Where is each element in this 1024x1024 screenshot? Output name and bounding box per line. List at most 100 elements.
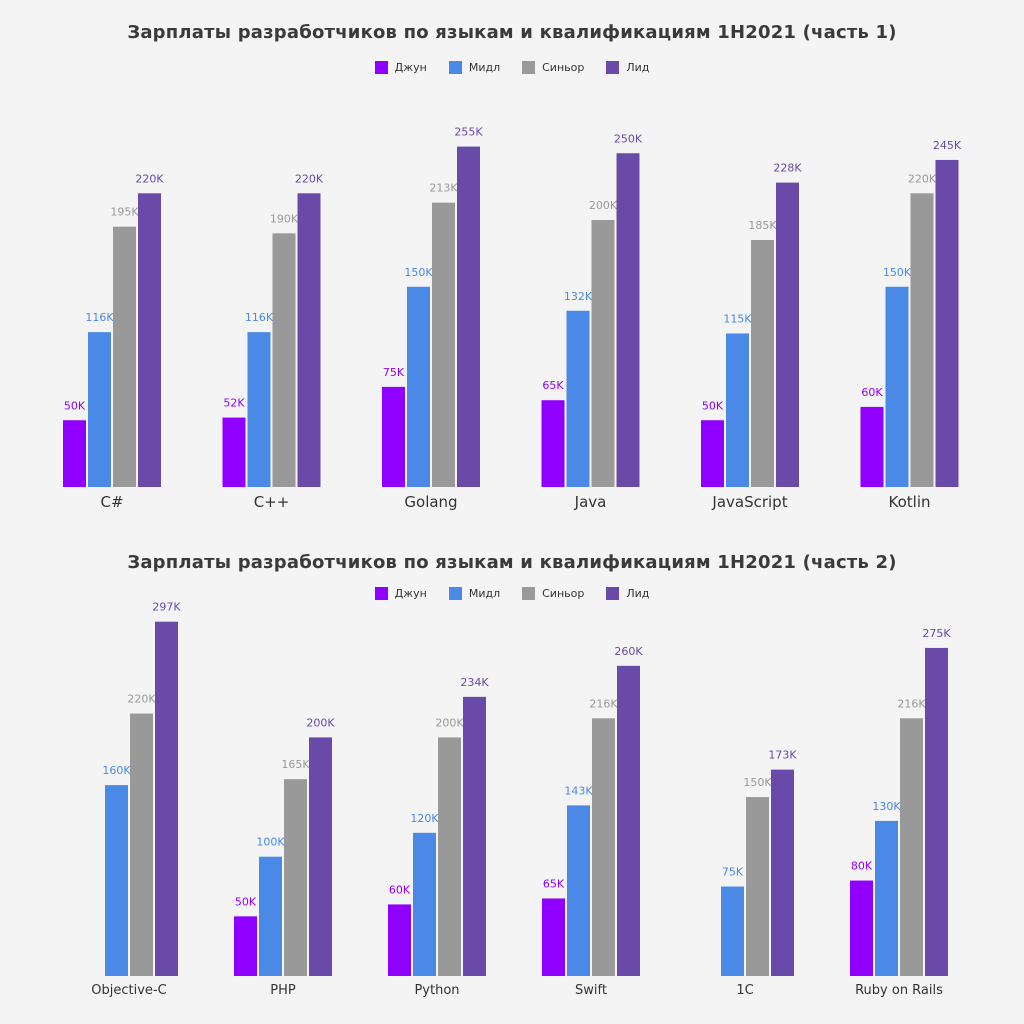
bar-middle[interactable]	[875, 820, 898, 976]
legend-swatch-middle	[448, 60, 462, 74]
data-label-senior: 200K	[589, 199, 618, 212]
category-label: Python	[414, 983, 459, 998]
bar-lead[interactable]	[616, 153, 640, 487]
legend-item-junior[interactable]: Джун	[374, 586, 427, 600]
legend-label-middle: Мидл	[468, 586, 501, 600]
legend-item-lead[interactable]: Лид	[606, 586, 650, 600]
bar-senior[interactable]	[113, 226, 136, 488]
data-label-junior: 50K	[235, 895, 257, 908]
data-label-senior: 195K	[110, 206, 139, 219]
bar-senior[interactable]	[272, 233, 296, 487]
bar-chart-part-2: 160K 220K 297K Objective-C 50K 100K 165K 200K PH…	[91, 601, 951, 998]
category-label: Objective-C	[91, 983, 166, 998]
legend-item-junior[interactable]: Джун	[374, 60, 427, 74]
legend-label-lead: Лид	[626, 586, 650, 600]
data-label-lead: 250K	[614, 132, 643, 145]
bar-junior[interactable]	[382, 386, 405, 487]
bar-middle[interactable]	[413, 832, 436, 976]
bar-senior[interactable]	[438, 737, 461, 976]
category-label: 1C	[736, 983, 753, 998]
legend-label-lead: Лид	[626, 60, 650, 74]
bar-middle[interactable]	[566, 310, 590, 487]
bar-lead[interactable]	[925, 647, 948, 976]
data-label-senior: 165K	[281, 758, 310, 771]
bar-senior[interactable]	[910, 193, 934, 488]
bar-lead[interactable]	[935, 159, 959, 488]
category-label: C++	[254, 493, 290, 511]
legend-item-senior[interactable]: Синьор	[522, 586, 584, 600]
bar-junior[interactable]	[222, 417, 246, 487]
data-label-senior: 220K	[127, 693, 156, 706]
bar-chart-part-1: 50K 116K 195K 220K C# 52K 116K 190K 220K C++ 75K 15…	[63, 126, 962, 511]
bar-senior[interactable]	[592, 718, 615, 976]
bar-junior[interactable]	[63, 420, 86, 487]
bar-senior[interactable]	[900, 718, 923, 976]
bar-senior[interactable]	[284, 779, 307, 976]
data-label-middle: 116K	[245, 311, 274, 324]
data-label-lead: 200K	[306, 716, 335, 729]
bar-lead[interactable]	[617, 665, 640, 976]
bar-middle[interactable]	[105, 785, 128, 976]
chart-title-part-2: Зарплаты разработчиков по языкам и квали…	[127, 552, 897, 573]
data-label-lead: 220K	[135, 172, 164, 185]
bar-lead[interactable]	[155, 621, 178, 976]
bar-junior[interactable]	[860, 406, 884, 487]
bar-lead[interactable]	[138, 193, 161, 488]
bar-middle[interactable]	[885, 286, 909, 487]
data-label-senior: 185K	[748, 219, 777, 232]
bar-senior[interactable]	[746, 797, 769, 976]
category-label: Java	[574, 493, 607, 511]
bar-middle[interactable]	[259, 856, 282, 976]
bar-junior[interactable]	[701, 420, 724, 487]
legend-item-senior[interactable]: Синьор	[522, 60, 585, 74]
bar-middle[interactable]	[721, 886, 744, 976]
bar-junior[interactable]	[850, 880, 873, 976]
data-label-senior: 216K	[897, 697, 926, 710]
legend-item-middle[interactable]: Мидл	[448, 586, 501, 600]
bar-middle[interactable]	[726, 333, 749, 487]
data-label-junior: 60K	[861, 386, 883, 399]
legend-label-middle: Мидл	[468, 60, 501, 74]
legend-swatch-middle	[448, 586, 462, 600]
legend-part-2: Джун Мидл Синьор Лид	[0, 583, 1024, 603]
bar-middle[interactable]	[247, 332, 271, 487]
legend-item-lead[interactable]: Лид	[606, 60, 650, 74]
legend-part-1: Джун Мидл Синьор Лид	[0, 57, 1024, 77]
bar-junior[interactable]	[541, 400, 565, 487]
data-label-middle: 120K	[410, 812, 439, 825]
bar-lead[interactable]	[309, 737, 332, 976]
bar-senior[interactable]	[130, 713, 153, 976]
data-label-junior: 50K	[702, 399, 724, 412]
bar-lead[interactable]	[457, 146, 480, 487]
legend-item-middle[interactable]: Мидл	[448, 60, 501, 74]
bar-lead[interactable]	[463, 696, 486, 976]
data-label-middle: 100K	[256, 836, 285, 849]
legend-swatch-lead	[606, 60, 620, 74]
legend-swatch-senior	[522, 586, 536, 600]
bar-lead[interactable]	[776, 182, 799, 487]
bar-middle[interactable]	[88, 332, 111, 487]
bar-lead[interactable]	[297, 193, 321, 488]
data-label-lead: 260K	[614, 645, 643, 658]
bar-middle[interactable]	[567, 805, 590, 976]
chart-title-part-1: Зарплаты разработчиков по языкам и квали…	[127, 22, 897, 43]
data-label-middle: 160K	[102, 764, 131, 777]
bar-lead[interactable]	[771, 769, 794, 976]
legend-swatch-lead	[606, 586, 620, 600]
bar-junior[interactable]	[542, 898, 565, 976]
category-label: Ruby on Rails	[855, 983, 943, 998]
bar-senior[interactable]	[751, 240, 774, 487]
chart-panel-part-2: 160K 220K 297K Objective-C 50K 100K 165K 200K PH…	[0, 540, 1024, 1024]
bar-junior[interactable]	[234, 916, 257, 976]
bar-junior[interactable]	[388, 904, 411, 976]
bar-senior[interactable]	[591, 220, 615, 487]
category-label: Kotlin	[889, 493, 931, 511]
legend-swatch-junior	[374, 60, 388, 74]
legend-label-senior: Синьор	[542, 60, 585, 74]
bar-middle[interactable]	[407, 286, 430, 487]
data-label-junior: 50K	[64, 399, 86, 412]
data-label-senior: 190K	[270, 212, 299, 225]
data-label-lead: 255K	[454, 126, 483, 139]
data-label-junior: 60K	[389, 883, 411, 896]
bar-senior[interactable]	[432, 202, 455, 487]
